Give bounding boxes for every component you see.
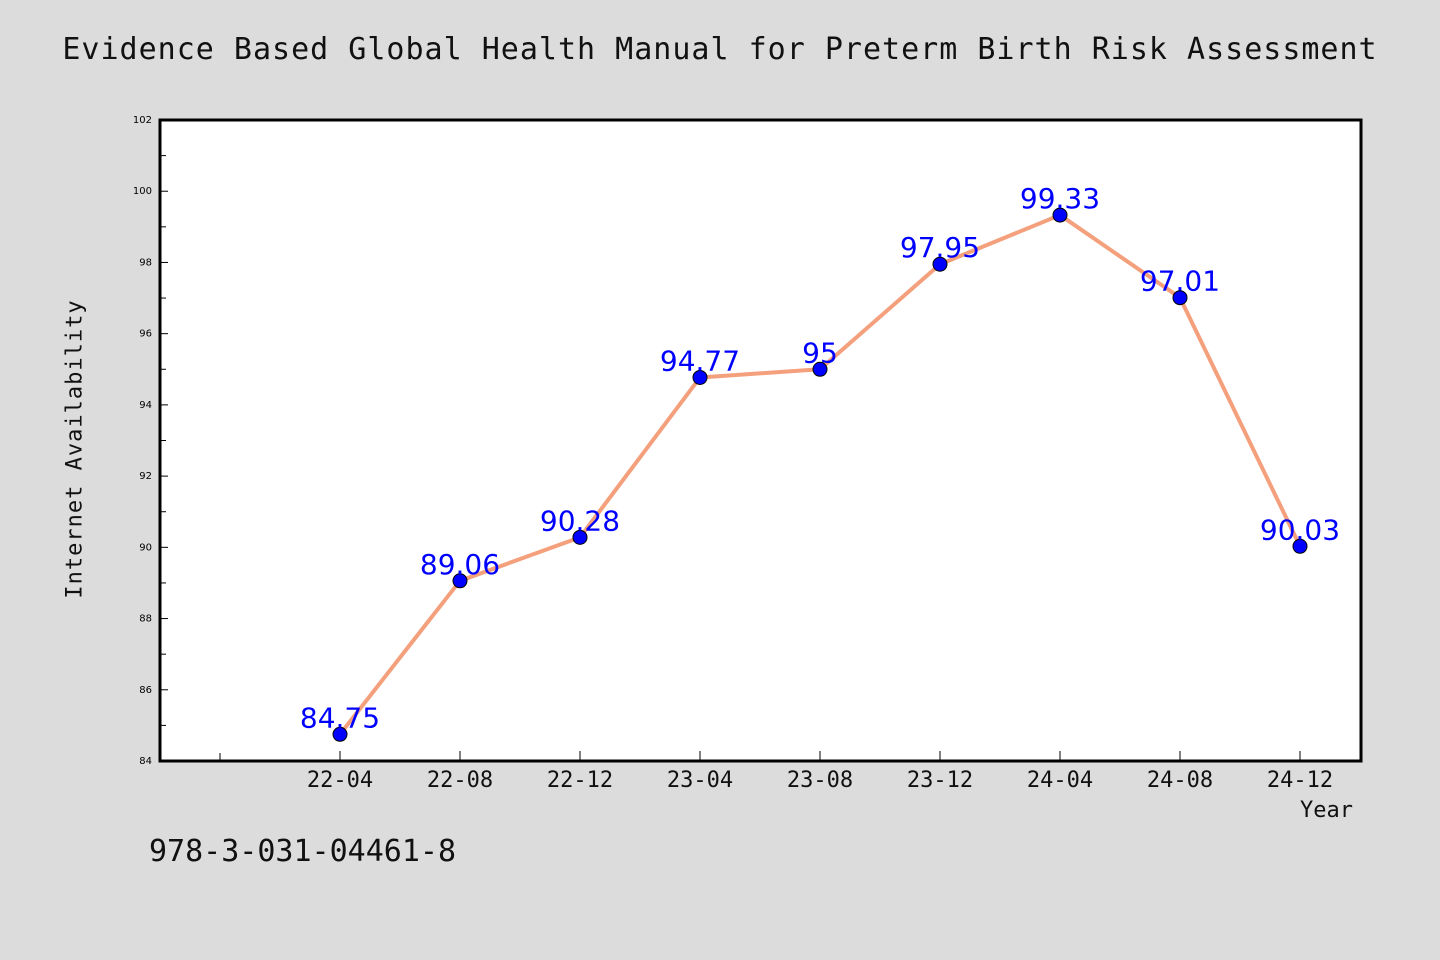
- y-tick-label: 90: [139, 542, 152, 553]
- x-axis-ticks: 22-04 22-08 22-12 23-04 23-08 23-12 24-04 24-08…: [219, 751, 1333, 793]
- y-tick-label: 94: [139, 400, 152, 411]
- data-label: 90.28: [540, 504, 620, 537]
- y-tick-label: 100: [133, 186, 152, 197]
- y-tick-label: 88: [139, 614, 152, 625]
- chart-title: Evidence Based Global Health Manual for …: [62, 32, 1378, 67]
- data-label: 90.03: [1260, 513, 1340, 546]
- data-label: 84.75: [300, 701, 380, 734]
- data-label: 89.06: [420, 548, 500, 581]
- data-point: [1172, 290, 1188, 306]
- y-tick-label: 86: [139, 685, 152, 696]
- data-point: [452, 573, 468, 589]
- x-tick-label: 22-08: [427, 768, 493, 793]
- isbn-text: 978-3-031-04461-8: [149, 834, 457, 869]
- data-label: 94.77: [660, 344, 740, 377]
- data-point: [1292, 538, 1308, 554]
- data-point: [932, 256, 948, 272]
- x-tick-label: 23-12: [907, 768, 973, 793]
- x-tick-label: 24-04: [1027, 768, 1093, 793]
- data-label: 97.95: [900, 231, 980, 264]
- x-tick-label: 22-12: [547, 768, 613, 793]
- y-tick-label: 98: [139, 257, 152, 268]
- data-point: [332, 726, 348, 742]
- data-point: [572, 529, 588, 545]
- data-point: [692, 369, 708, 385]
- x-tick-label: 22-04: [307, 768, 373, 793]
- data-label: 95: [802, 336, 838, 369]
- plot-area: [158, 118, 1363, 763]
- y-tick-label: 102: [133, 115, 152, 126]
- data-label: 97.01: [1140, 265, 1220, 298]
- x-axis-label: Year: [1300, 798, 1353, 823]
- y-tick-label: 92: [139, 471, 152, 482]
- data-point: [812, 361, 828, 377]
- y-axis-ticks: 84 86 88 90 92 94 96 98 100 102: [133, 115, 168, 767]
- data-labels: 84.75 89.06 90.28 94.77 95 97.95 99.33 97.01 90.…: [300, 182, 1340, 734]
- data-label: 99.33: [1020, 182, 1100, 215]
- x-tick-label: 23-08: [787, 768, 853, 793]
- y-tick-label: 96: [139, 329, 152, 340]
- series-points: [332, 207, 1308, 742]
- x-tick-label: 24-08: [1147, 768, 1213, 793]
- x-tick-label: 23-04: [667, 768, 733, 793]
- y-tick-label: 84: [139, 756, 152, 767]
- x-tick-label: 24-12: [1267, 768, 1333, 793]
- data-point: [1052, 207, 1068, 223]
